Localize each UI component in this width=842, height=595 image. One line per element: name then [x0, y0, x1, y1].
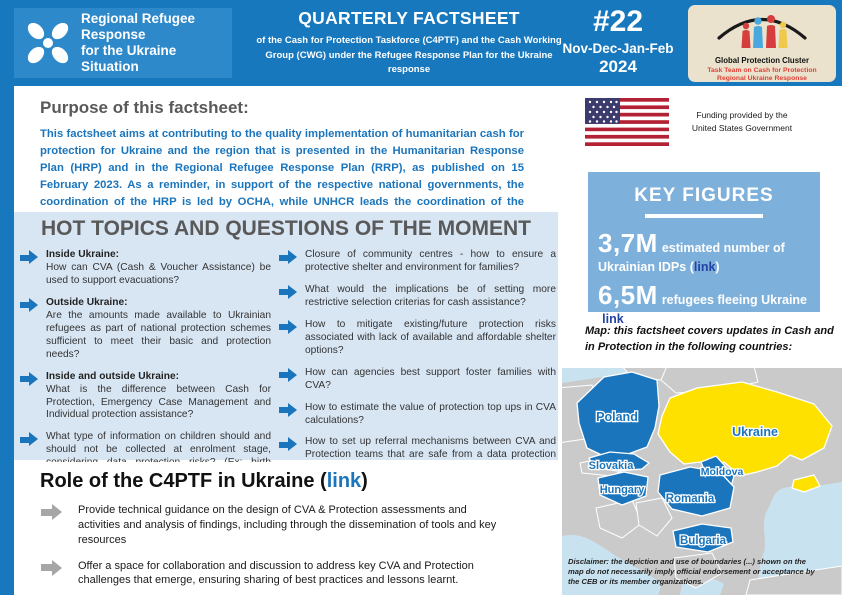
- gpc-logo: Global Protection Cluster Task Team on C…: [688, 5, 836, 82]
- role-section: Role of the C4PTF in Ukraine (link) Prov…: [14, 462, 558, 595]
- gpc-people-icon: [717, 15, 807, 48]
- map-label-hungary: Hungary: [600, 484, 646, 496]
- gpc-subtitle-1: Task Team on Cash for Protection: [707, 67, 817, 74]
- rrr-logo: Regional Refugee Response for the Ukrain…: [14, 8, 232, 78]
- key-figure-refugees: 6,5M refugees fleeing Ukraine (link): [598, 280, 808, 326]
- key-figure-idps: 3,7M estimated number of Ukrainian IDPs (…: [598, 228, 785, 274]
- page-subtitle: of the Cash for Protection Taskforce (C4…: [256, 35, 562, 76]
- header-band: Regional Refugee Response for the Ukrain…: [0, 0, 842, 86]
- map-caption: Map: this factsheet covers updates in Ca…: [585, 325, 834, 353]
- funding-text: Funding provided by the United States Go…: [691, 110, 793, 133]
- key-figure-value: 3,7M: [598, 228, 658, 258]
- issue-block: #22 Nov-Dec-Jan-Feb 2024: [556, 5, 680, 77]
- issue-months: Nov-Dec-Jan-Feb: [562, 41, 674, 56]
- page-title: QUARTERLY FACTSHEET: [298, 8, 520, 28]
- purpose-heading: Purpose of this factsheet:: [40, 98, 249, 117]
- arrow-right-icon: [19, 371, 41, 387]
- list-item: Inside Ukraine: How can CVA (Cash & Vouch…: [19, 249, 271, 288]
- arrow-right-icon: [278, 284, 300, 300]
- arrow-right-icon: [278, 367, 300, 383]
- header-titles: QUARTERLY FACTSHEET of the Cash for Prot…: [244, 8, 574, 78]
- issue-year: 2024: [599, 57, 637, 76]
- map-label-poland: Poland: [596, 410, 638, 424]
- key-figures-box: KEY FIGURES 3,7M estimated number of Ukra…: [588, 172, 820, 326]
- list-item: How can agencies best support foster fam…: [278, 367, 556, 393]
- list-item: Closure of community centres - how to en…: [278, 249, 556, 275]
- arrow-right-icon: [40, 559, 66, 576]
- key-figures-title: KEY FIGURES: [634, 185, 774, 206]
- map-label-slovakia: Slovakia: [589, 460, 635, 472]
- map-label-ukraine: Ukraine: [732, 425, 778, 439]
- arrow-right-icon: [278, 437, 300, 452]
- arrow-right-icon: [278, 402, 300, 418]
- purpose-section: Purpose of this factsheet: This factshee…: [14, 86, 576, 228]
- key-figures-underline: [645, 214, 763, 218]
- list-item: What would the implications be of settin…: [278, 284, 556, 310]
- role-link[interactable]: link: [326, 470, 362, 492]
- arrow-right-icon: [278, 319, 300, 335]
- map-label-romania: Romania: [666, 493, 715, 505]
- list-item: How to mitigate existing/future protecti…: [278, 319, 556, 358]
- arrow-right-icon: [40, 504, 66, 520]
- idps-link[interactable]: link: [693, 259, 716, 274]
- map-label-moldova: Moldova: [701, 466, 744, 478]
- issue-number: #22: [592, 5, 644, 38]
- purpose-body: This factsheet aims at contributing to t…: [40, 128, 524, 225]
- rrr-logo-text: Regional Refugee Response for the Ukrain…: [81, 10, 196, 75]
- europe-map-image: Poland Ukraine Slovakia Hungary Moldova …: [557, 365, 842, 595]
- arrow-right-icon: [278, 250, 300, 265]
- list-item: How to estimate the value of protection …: [278, 402, 556, 428]
- funding-block: Funding provided by the United States Go…: [585, 98, 820, 146]
- coverage-map: Poland Ukraine Slovakia Hungary Moldova …: [557, 365, 842, 595]
- hot-topics-title: HOT TOPICS AND QUESTIONS OF THE MOMENT: [40, 217, 531, 240]
- arrow-right-icon: [19, 432, 41, 447]
- arrow-right-icon: [19, 250, 41, 265]
- arrow-right-icon: [19, 297, 41, 313]
- list-item: Provide technical guidance on the design…: [40, 503, 558, 548]
- map-disclaimer: Disclaimer: the depiction and use of bou…: [568, 557, 815, 586]
- list-item: Inside and outside Ukraine: What is the d…: [19, 371, 271, 423]
- us-flag-icon: [585, 98, 669, 146]
- hot-topics-section: HOT TOPICS AND QUESTIONS OF THE MOMENT I…: [14, 212, 558, 516]
- map-label-bulgaria: Bulgaria: [680, 535, 727, 547]
- key-figure-value: 6,5M: [598, 280, 658, 311]
- role-title: Role of the C4PTF in Ukraine (link): [40, 470, 368, 492]
- gpc-subtitle-2: Regional Ukraine Response: [717, 75, 807, 82]
- left-border-strip: [0, 86, 14, 595]
- gpc-title: Global Protection Cluster: [714, 56, 809, 65]
- refugees-link[interactable]: link: [602, 311, 624, 326]
- rrr-flower-icon: [27, 22, 69, 64]
- list-item: Offer a space for collaboration and disc…: [40, 559, 558, 589]
- list-item: Outside Ukraine: Are the amounts made ava…: [19, 297, 271, 362]
